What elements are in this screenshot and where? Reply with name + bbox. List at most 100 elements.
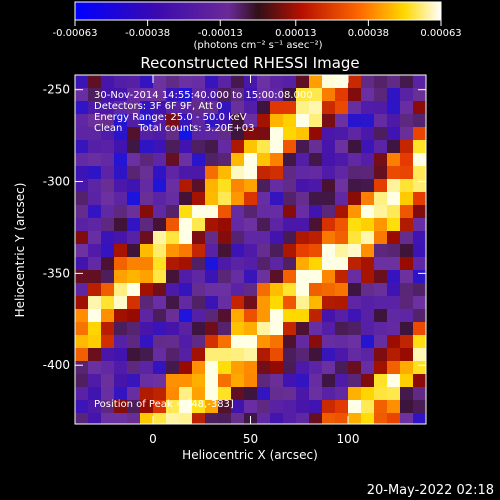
heatmap-cell bbox=[270, 114, 283, 127]
heatmap-cell bbox=[283, 270, 296, 283]
heatmap-cell bbox=[88, 231, 101, 244]
y-tick-label: -350 bbox=[43, 266, 70, 280]
heatmap-cell bbox=[114, 387, 127, 400]
heatmap-cell bbox=[218, 218, 231, 231]
heatmap-cell bbox=[309, 283, 322, 296]
heatmap-cell bbox=[179, 257, 192, 270]
heatmap-cell bbox=[387, 231, 400, 244]
heatmap-cell bbox=[387, 270, 400, 283]
heatmap-cell bbox=[114, 400, 127, 413]
heatmap-cell bbox=[244, 335, 257, 348]
heatmap-cell bbox=[218, 361, 231, 374]
heatmap-cell bbox=[166, 413, 179, 424]
heatmap-cell bbox=[387, 400, 400, 413]
heatmap-cell bbox=[140, 335, 153, 348]
heatmap-cell bbox=[283, 322, 296, 335]
heatmap-cell bbox=[322, 400, 335, 413]
heatmap-cell bbox=[244, 114, 257, 127]
heatmap-cell bbox=[309, 88, 322, 101]
annotation-clean: Clean Total counts: 3.20E+03 bbox=[94, 123, 254, 134]
heatmap-cell bbox=[231, 322, 244, 335]
heatmap-cell bbox=[114, 413, 127, 424]
heatmap-cell bbox=[348, 205, 361, 218]
heatmap-cell bbox=[400, 335, 413, 348]
heatmap-cell bbox=[179, 153, 192, 166]
heatmap-cell bbox=[400, 75, 413, 88]
heatmap-cell bbox=[309, 231, 322, 244]
heatmap-cell bbox=[283, 166, 296, 179]
heatmap-cell bbox=[322, 387, 335, 400]
heatmap-cell bbox=[101, 270, 114, 283]
heatmap-cell bbox=[387, 257, 400, 270]
heatmap-cell bbox=[127, 205, 140, 218]
heatmap-cell bbox=[257, 400, 270, 413]
heatmap-cell bbox=[140, 361, 153, 374]
heatmap-cell bbox=[231, 127, 244, 140]
heatmap-cell bbox=[114, 283, 127, 296]
heatmap-cell bbox=[179, 374, 192, 387]
heatmap-cell bbox=[114, 322, 127, 335]
heatmap-cell bbox=[127, 309, 140, 322]
heatmap-cell bbox=[192, 270, 205, 283]
heatmap-cell bbox=[348, 348, 361, 361]
heatmap-cell bbox=[244, 296, 257, 309]
heatmap-cell bbox=[179, 231, 192, 244]
heatmap-cell bbox=[413, 231, 426, 244]
heatmap-cell bbox=[283, 88, 296, 101]
heatmap-cell bbox=[270, 153, 283, 166]
heatmap-cell bbox=[270, 166, 283, 179]
heatmap-cell bbox=[361, 361, 374, 374]
heatmap-cell bbox=[335, 244, 348, 257]
heatmap-cell bbox=[179, 127, 192, 140]
heatmap-cell bbox=[374, 296, 387, 309]
heatmap-cell bbox=[322, 283, 335, 296]
heatmap-cell bbox=[270, 296, 283, 309]
heatmap-cell bbox=[413, 387, 426, 400]
heatmap-cell bbox=[335, 88, 348, 101]
heatmap-cell bbox=[192, 153, 205, 166]
heatmap-cell bbox=[114, 101, 127, 114]
heatmap-cell bbox=[322, 140, 335, 153]
heatmap-cell bbox=[413, 127, 426, 140]
heatmap-cell bbox=[101, 153, 114, 166]
heatmap-cell bbox=[283, 413, 296, 424]
heatmap-cell bbox=[296, 114, 309, 127]
heatmap-cell bbox=[166, 374, 179, 387]
heatmap-cell bbox=[257, 257, 270, 270]
colorbar-tick-label: 0.00038 bbox=[348, 28, 389, 39]
heatmap-cell bbox=[166, 361, 179, 374]
heatmap-cell bbox=[400, 153, 413, 166]
heatmap-cell bbox=[101, 218, 114, 231]
heatmap-cell bbox=[270, 348, 283, 361]
heatmap-cell bbox=[231, 309, 244, 322]
colorbar-tick-label: -0.00038 bbox=[125, 28, 170, 39]
heatmap-cell bbox=[153, 166, 166, 179]
heatmap-cell bbox=[88, 335, 101, 348]
heatmap-cell bbox=[400, 322, 413, 335]
heatmap-cell bbox=[296, 192, 309, 205]
heatmap-cell bbox=[335, 205, 348, 218]
heatmap-cell bbox=[153, 75, 166, 88]
heatmap-cell bbox=[374, 140, 387, 153]
heatmap-cell bbox=[361, 114, 374, 127]
heatmap-cell bbox=[127, 348, 140, 361]
heatmap-cell bbox=[361, 348, 374, 361]
heatmap-cell bbox=[114, 153, 127, 166]
heatmap-cell bbox=[244, 270, 257, 283]
heatmap-cell bbox=[114, 127, 127, 140]
heatmap-cell bbox=[153, 413, 166, 424]
heatmap-cell bbox=[400, 127, 413, 140]
heatmap-cell bbox=[166, 283, 179, 296]
heatmap-cell bbox=[374, 244, 387, 257]
heatmap-cell bbox=[179, 309, 192, 322]
heatmap-cell bbox=[413, 270, 426, 283]
heatmap-cell bbox=[400, 244, 413, 257]
heatmap-cell bbox=[387, 296, 400, 309]
heatmap-cell bbox=[348, 374, 361, 387]
heatmap-cell bbox=[218, 400, 231, 413]
heatmap-cell bbox=[75, 400, 88, 413]
heatmap-cell bbox=[114, 270, 127, 283]
heatmap-cell bbox=[140, 218, 153, 231]
heatmap-cell bbox=[400, 88, 413, 101]
heatmap-cell bbox=[114, 75, 127, 88]
